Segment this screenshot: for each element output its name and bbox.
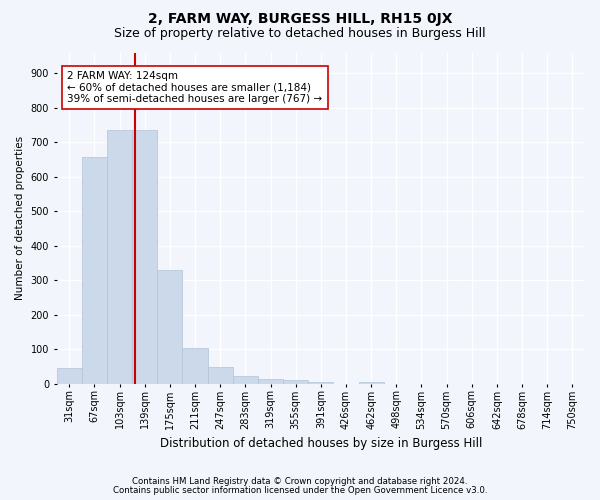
Bar	[208, 367, 233, 384]
Text: 2 FARM WAY: 124sqm
← 60% of detached houses are smaller (1,184)
39% of semi-deta: 2 FARM WAY: 124sqm ← 60% of detached hou…	[67, 70, 322, 104]
Text: Contains public sector information licensed under the Open Government Licence v3: Contains public sector information licen…	[113, 486, 487, 495]
Bar	[182, 348, 208, 384]
Bar	[308, 382, 334, 384]
Bar	[233, 376, 258, 384]
X-axis label: Distribution of detached houses by size in Burgess Hill: Distribution of detached houses by size …	[160, 437, 482, 450]
Bar	[107, 130, 132, 384]
Bar	[82, 157, 107, 384]
Text: 2, FARM WAY, BURGESS HILL, RH15 0JX: 2, FARM WAY, BURGESS HILL, RH15 0JX	[148, 12, 452, 26]
Text: Size of property relative to detached houses in Burgess Hill: Size of property relative to detached ho…	[114, 28, 486, 40]
Bar	[258, 378, 283, 384]
Bar	[359, 382, 384, 384]
Y-axis label: Number of detached properties: Number of detached properties	[15, 136, 25, 300]
Bar	[56, 368, 82, 384]
Bar	[132, 130, 157, 384]
Bar	[283, 380, 308, 384]
Text: Contains HM Land Registry data © Crown copyright and database right 2024.: Contains HM Land Registry data © Crown c…	[132, 477, 468, 486]
Bar	[157, 270, 182, 384]
